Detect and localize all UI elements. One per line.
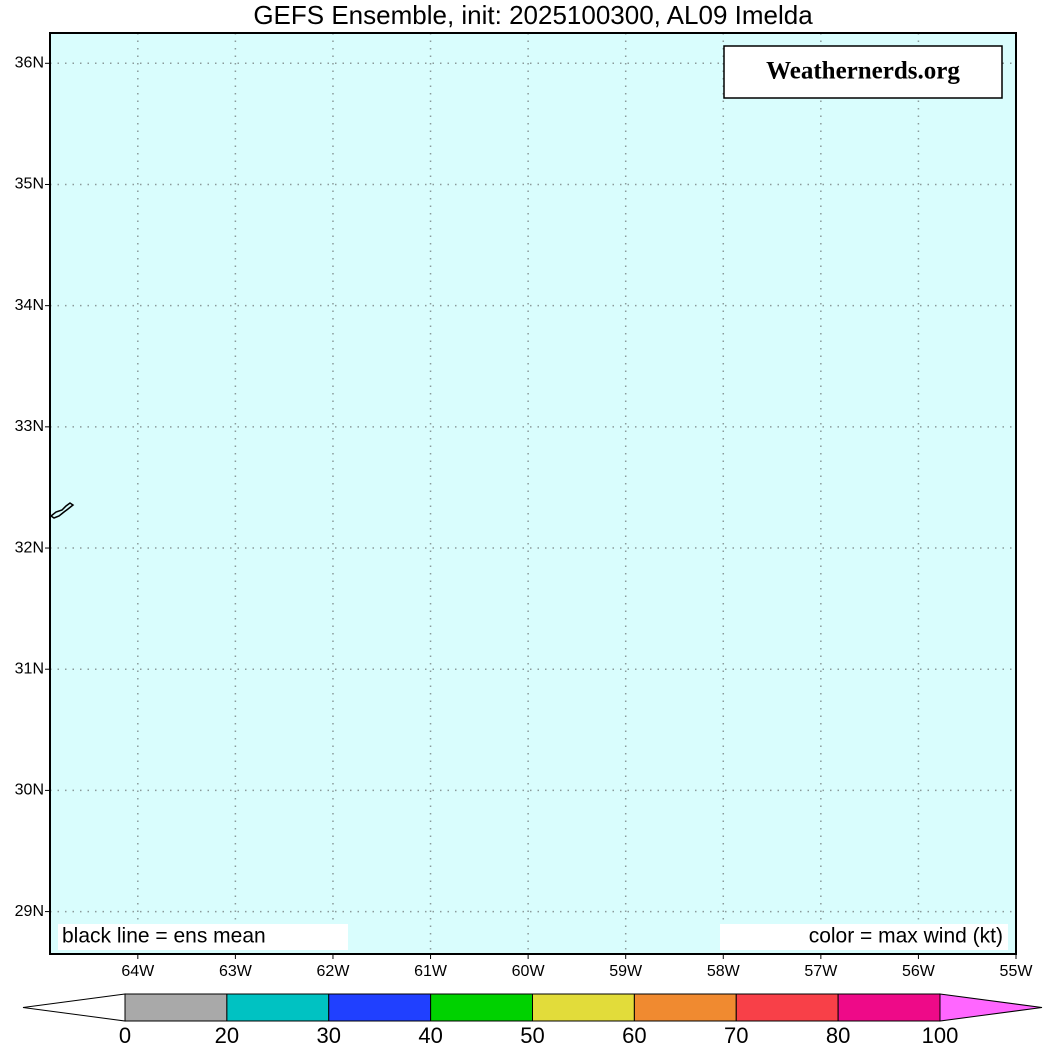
- island-outline: [49, 502, 75, 519]
- colorbar-segment: [226, 993, 330, 1022]
- lon-label: 55W: [1000, 963, 1034, 980]
- legend-right: color = max wind (kt): [809, 925, 1003, 948]
- lat-label: 32N: [15, 539, 44, 556]
- map-area: [50, 33, 1016, 954]
- colorbar-label: 70: [724, 1023, 748, 1048]
- colorbar-segment: [837, 993, 941, 1022]
- colorbar-segment: [328, 993, 432, 1022]
- lon-label: 58W: [707, 963, 741, 980]
- colorbar-label: 30: [317, 1023, 341, 1048]
- colorbar-label: 20: [215, 1023, 239, 1048]
- lat-label: 29N: [15, 903, 44, 920]
- legend-left: black line = ens mean: [62, 925, 266, 948]
- lon-label: 57W: [804, 963, 838, 980]
- colorbar-under: [22, 993, 126, 1022]
- lat-label: 36N: [15, 55, 44, 72]
- colorbar-label: 80: [826, 1023, 850, 1048]
- lon-label: 61W: [414, 963, 448, 980]
- colorbar-label: 50: [520, 1023, 544, 1048]
- lon-label: 64W: [121, 963, 155, 980]
- lat-label: 34N: [15, 297, 44, 314]
- colorbar-segment: [532, 993, 635, 1022]
- colorbar-segment: [735, 993, 839, 1022]
- lon-label: 63W: [219, 963, 253, 980]
- lat-label: 31N: [15, 660, 44, 677]
- lon-label: 59W: [609, 963, 643, 980]
- lat-label: 33N: [15, 418, 44, 435]
- legend-bg: [720, 924, 1008, 950]
- colorbar-segment: [430, 993, 533, 1022]
- lat-label: 35N: [15, 176, 44, 193]
- lon-label: 62W: [317, 963, 351, 980]
- lat-label: 30N: [15, 782, 44, 799]
- colorbar-segment: [124, 993, 228, 1022]
- watermark-box: [723, 45, 1003, 99]
- colorbar-label: 40: [418, 1023, 442, 1048]
- colorbar-label: 60: [622, 1023, 646, 1048]
- lon-label: 60W: [512, 963, 546, 980]
- legend-bg: [58, 924, 348, 950]
- colorbar-segment: [633, 993, 737, 1022]
- colorbar-label: 0: [119, 1023, 131, 1048]
- map-border: [49, 32, 1017, 955]
- colorbar-label: 100: [922, 1023, 959, 1048]
- title: GEFS Ensemble, init: 2025100300, AL09 Im…: [253, 0, 813, 30]
- lon-label: 56W: [902, 963, 936, 980]
- watermark: Weathernerds.org: [766, 58, 960, 85]
- colorbar-over: [939, 993, 1043, 1022]
